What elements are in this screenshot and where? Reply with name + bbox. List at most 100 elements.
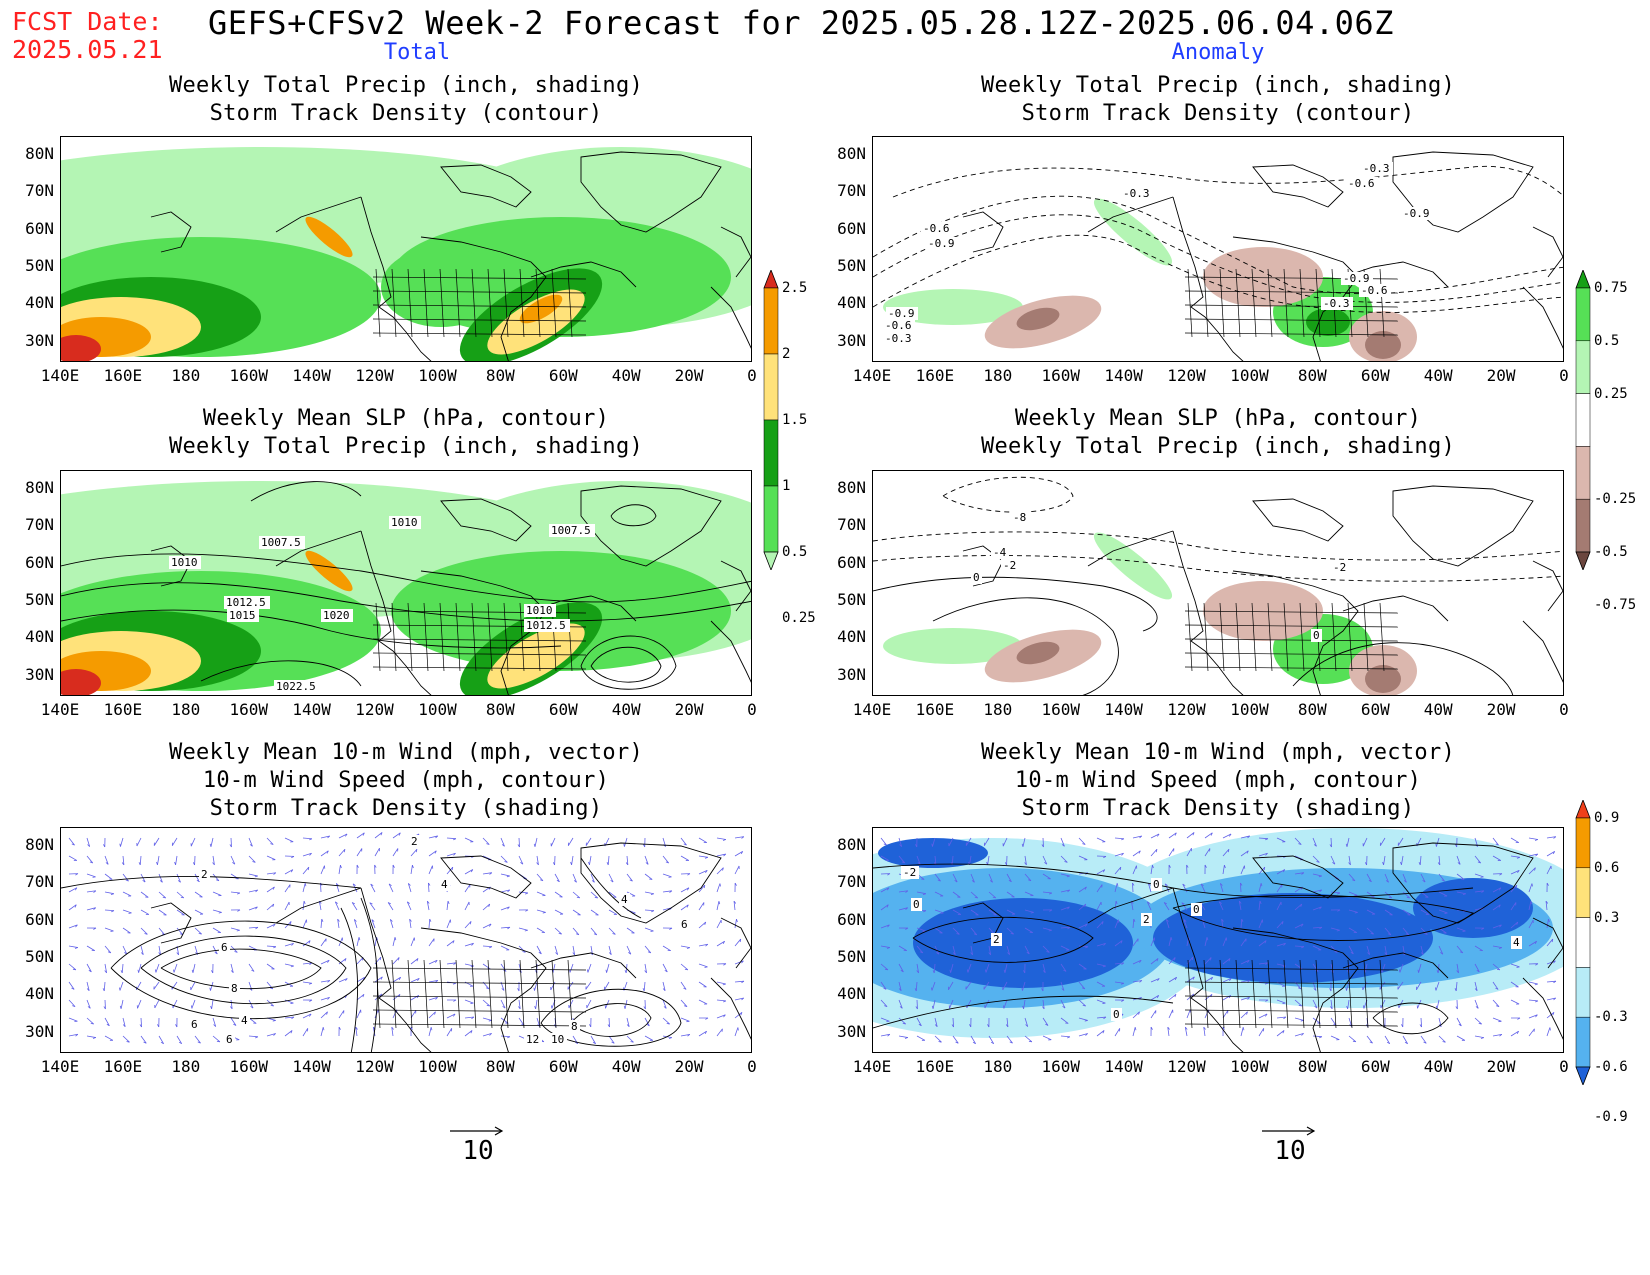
coastline — [962, 842, 1563, 1052]
lon-tick-label: 20W — [1486, 1057, 1516, 1076]
lon-tick-label: 20W — [1486, 366, 1516, 385]
lat-tick-label: 80N — [25, 478, 54, 498]
contour-line — [340, 907, 358, 1052]
lon-tick-label: 60W — [1360, 700, 1390, 719]
lon-tick-label: 120W — [1167, 1057, 1206, 1076]
contour-label: -2 — [1003, 559, 1016, 572]
contour-label-bg — [1011, 511, 1029, 524]
lon-tick-label: 40W — [1423, 366, 1453, 385]
precip-anom-negative-strong — [1016, 307, 1060, 331]
colorbar-segment — [1575, 917, 1591, 968]
lon-tick-label: 40W — [611, 1057, 641, 1076]
contour-label-bg — [274, 680, 320, 693]
contour-label-bg — [991, 546, 1009, 559]
colorbar-segment — [1575, 287, 1591, 342]
precip-shade-orange — [519, 294, 563, 324]
contour-line — [610, 504, 657, 527]
lon-tick-label: 140E — [852, 366, 892, 385]
precip-anom-negative-strong — [1365, 331, 1401, 359]
lon-tick-label: 140E — [40, 700, 80, 719]
colorbar-precip-total — [763, 270, 779, 570]
contour-label-bg — [971, 571, 982, 584]
contour-line — [61, 582, 751, 622]
lon-tick-label: 80W — [485, 700, 515, 719]
lon-tick-label: 160E — [915, 1057, 955, 1076]
colorbar-tick-label: -0.25 — [1594, 491, 1637, 508]
contour-line — [873, 234, 1563, 313]
panel-title-tr: Weekly Total Precip (inch, shading) Stor… — [872, 72, 1564, 128]
contour-label: 6 — [226, 1033, 233, 1046]
colorbar-segment — [763, 353, 779, 421]
colorbar-segment — [1575, 393, 1591, 447]
colorbar-cap — [763, 551, 779, 570]
colorbar-segment — [763, 287, 779, 355]
lon-tick-label: 140W — [1104, 366, 1143, 385]
contour-label-bg — [886, 307, 918, 320]
precip-shade-orange — [305, 550, 353, 592]
contour-label-bg — [1359, 284, 1391, 297]
colorbar-tick-label: 0.5 — [782, 544, 808, 560]
contour-label: 1010 — [526, 604, 553, 617]
contour-label: -2 — [1333, 561, 1346, 574]
lon-tick-label: 160W — [1041, 700, 1080, 719]
lat-tick-label: 50N — [837, 589, 866, 609]
contour-label: 4 — [441, 878, 448, 891]
map-panel-wind-anomaly: -2 0 2 0 0 4 0 2 — [872, 827, 1564, 1053]
lat-tick-label: 30N — [837, 330, 866, 350]
lon-tick-label: 160W — [229, 1057, 268, 1076]
contour-label: -8 — [1013, 511, 1026, 524]
contour-label: -0.6 — [885, 319, 912, 332]
contour-label: 0 — [1313, 629, 1320, 642]
colorbar-cap — [1575, 800, 1591, 819]
contour-label-bg — [991, 933, 1002, 946]
contour-label: 2 — [411, 835, 418, 848]
contour-label: 1015 — [229, 609, 256, 622]
colorbar-tick-label: 0.3 — [1594, 909, 1620, 926]
contour-label: -0.6 — [1361, 284, 1388, 297]
contour-label: 2 — [201, 868, 208, 881]
contour-label-bg — [1341, 272, 1373, 285]
page-title: GEFS+CFSv2 Week-2 Forecast for 2025.05.2… — [208, 4, 1394, 42]
contour-label-bg — [227, 609, 259, 622]
lon-tick-label: 120W — [1167, 366, 1206, 385]
contour-label: 2 — [993, 933, 1000, 946]
state-borders — [1184, 602, 1399, 672]
precip-shade-orange — [305, 216, 353, 258]
lon-tick-label: 60W — [1360, 366, 1390, 385]
contour-line — [942, 476, 1074, 513]
panel-title-line: 10-m Wind Speed (mph, contour) — [1014, 768, 1422, 793]
panel-title-line: Storm Track Density (contour) — [209, 101, 603, 126]
colorbar-cap — [1575, 270, 1591, 289]
map-panel-precip-anomaly: -0.3 -0.6 -0.9 -0.3 -0.6 -0.9 -0.9 -0.6 -0.3 -0.9… — [872, 136, 1564, 362]
contour-label: -2 — [903, 866, 916, 879]
lon-tick-label: 120W — [1167, 700, 1206, 719]
colorbar-cap — [1575, 1066, 1591, 1085]
contour-line — [873, 555, 1563, 582]
storm-track-anom-strong — [1413, 878, 1533, 938]
lon-tick-label: 160E — [103, 1057, 143, 1076]
contour-label-bg — [1311, 629, 1322, 642]
wind-vectors — [68, 832, 745, 1045]
lat-tick-label: 30N — [837, 1021, 866, 1041]
colorbar-segment — [763, 485, 779, 553]
contour-label-bg — [926, 237, 958, 250]
panel-title-br: Weekly Mean 10-m Wind (mph, vector) 10-m… — [872, 739, 1564, 823]
contour-label-bg — [1346, 177, 1378, 190]
lat-tick-label: 50N — [25, 946, 54, 966]
contour-label-bg — [1001, 559, 1019, 572]
lon-tick-label: 180 — [171, 366, 201, 385]
contour-label-bg — [1321, 297, 1353, 310]
lon-tick-label: 60W — [548, 366, 578, 385]
lat-tick-label: 70N — [25, 872, 54, 892]
contour-label: 4 — [621, 893, 628, 906]
panel-title-line: Weekly Total Precip (inch, shading) — [980, 434, 1456, 459]
vector-reference-arrow — [1262, 1126, 1316, 1136]
lon-tick-label: 0 — [1559, 366, 1569, 385]
lon-tick-label: 100W — [418, 366, 457, 385]
panel-title-bl: Weekly Mean 10-m Wind (mph, vector) 10-m… — [60, 739, 752, 823]
contour-line — [873, 214, 1563, 303]
lon-tick-label: 180 — [983, 366, 1013, 385]
column-heading-total: Total — [383, 40, 451, 65]
contour-line — [61, 876, 362, 889]
colorbar-tick-label: -0.75 — [1594, 596, 1637, 613]
